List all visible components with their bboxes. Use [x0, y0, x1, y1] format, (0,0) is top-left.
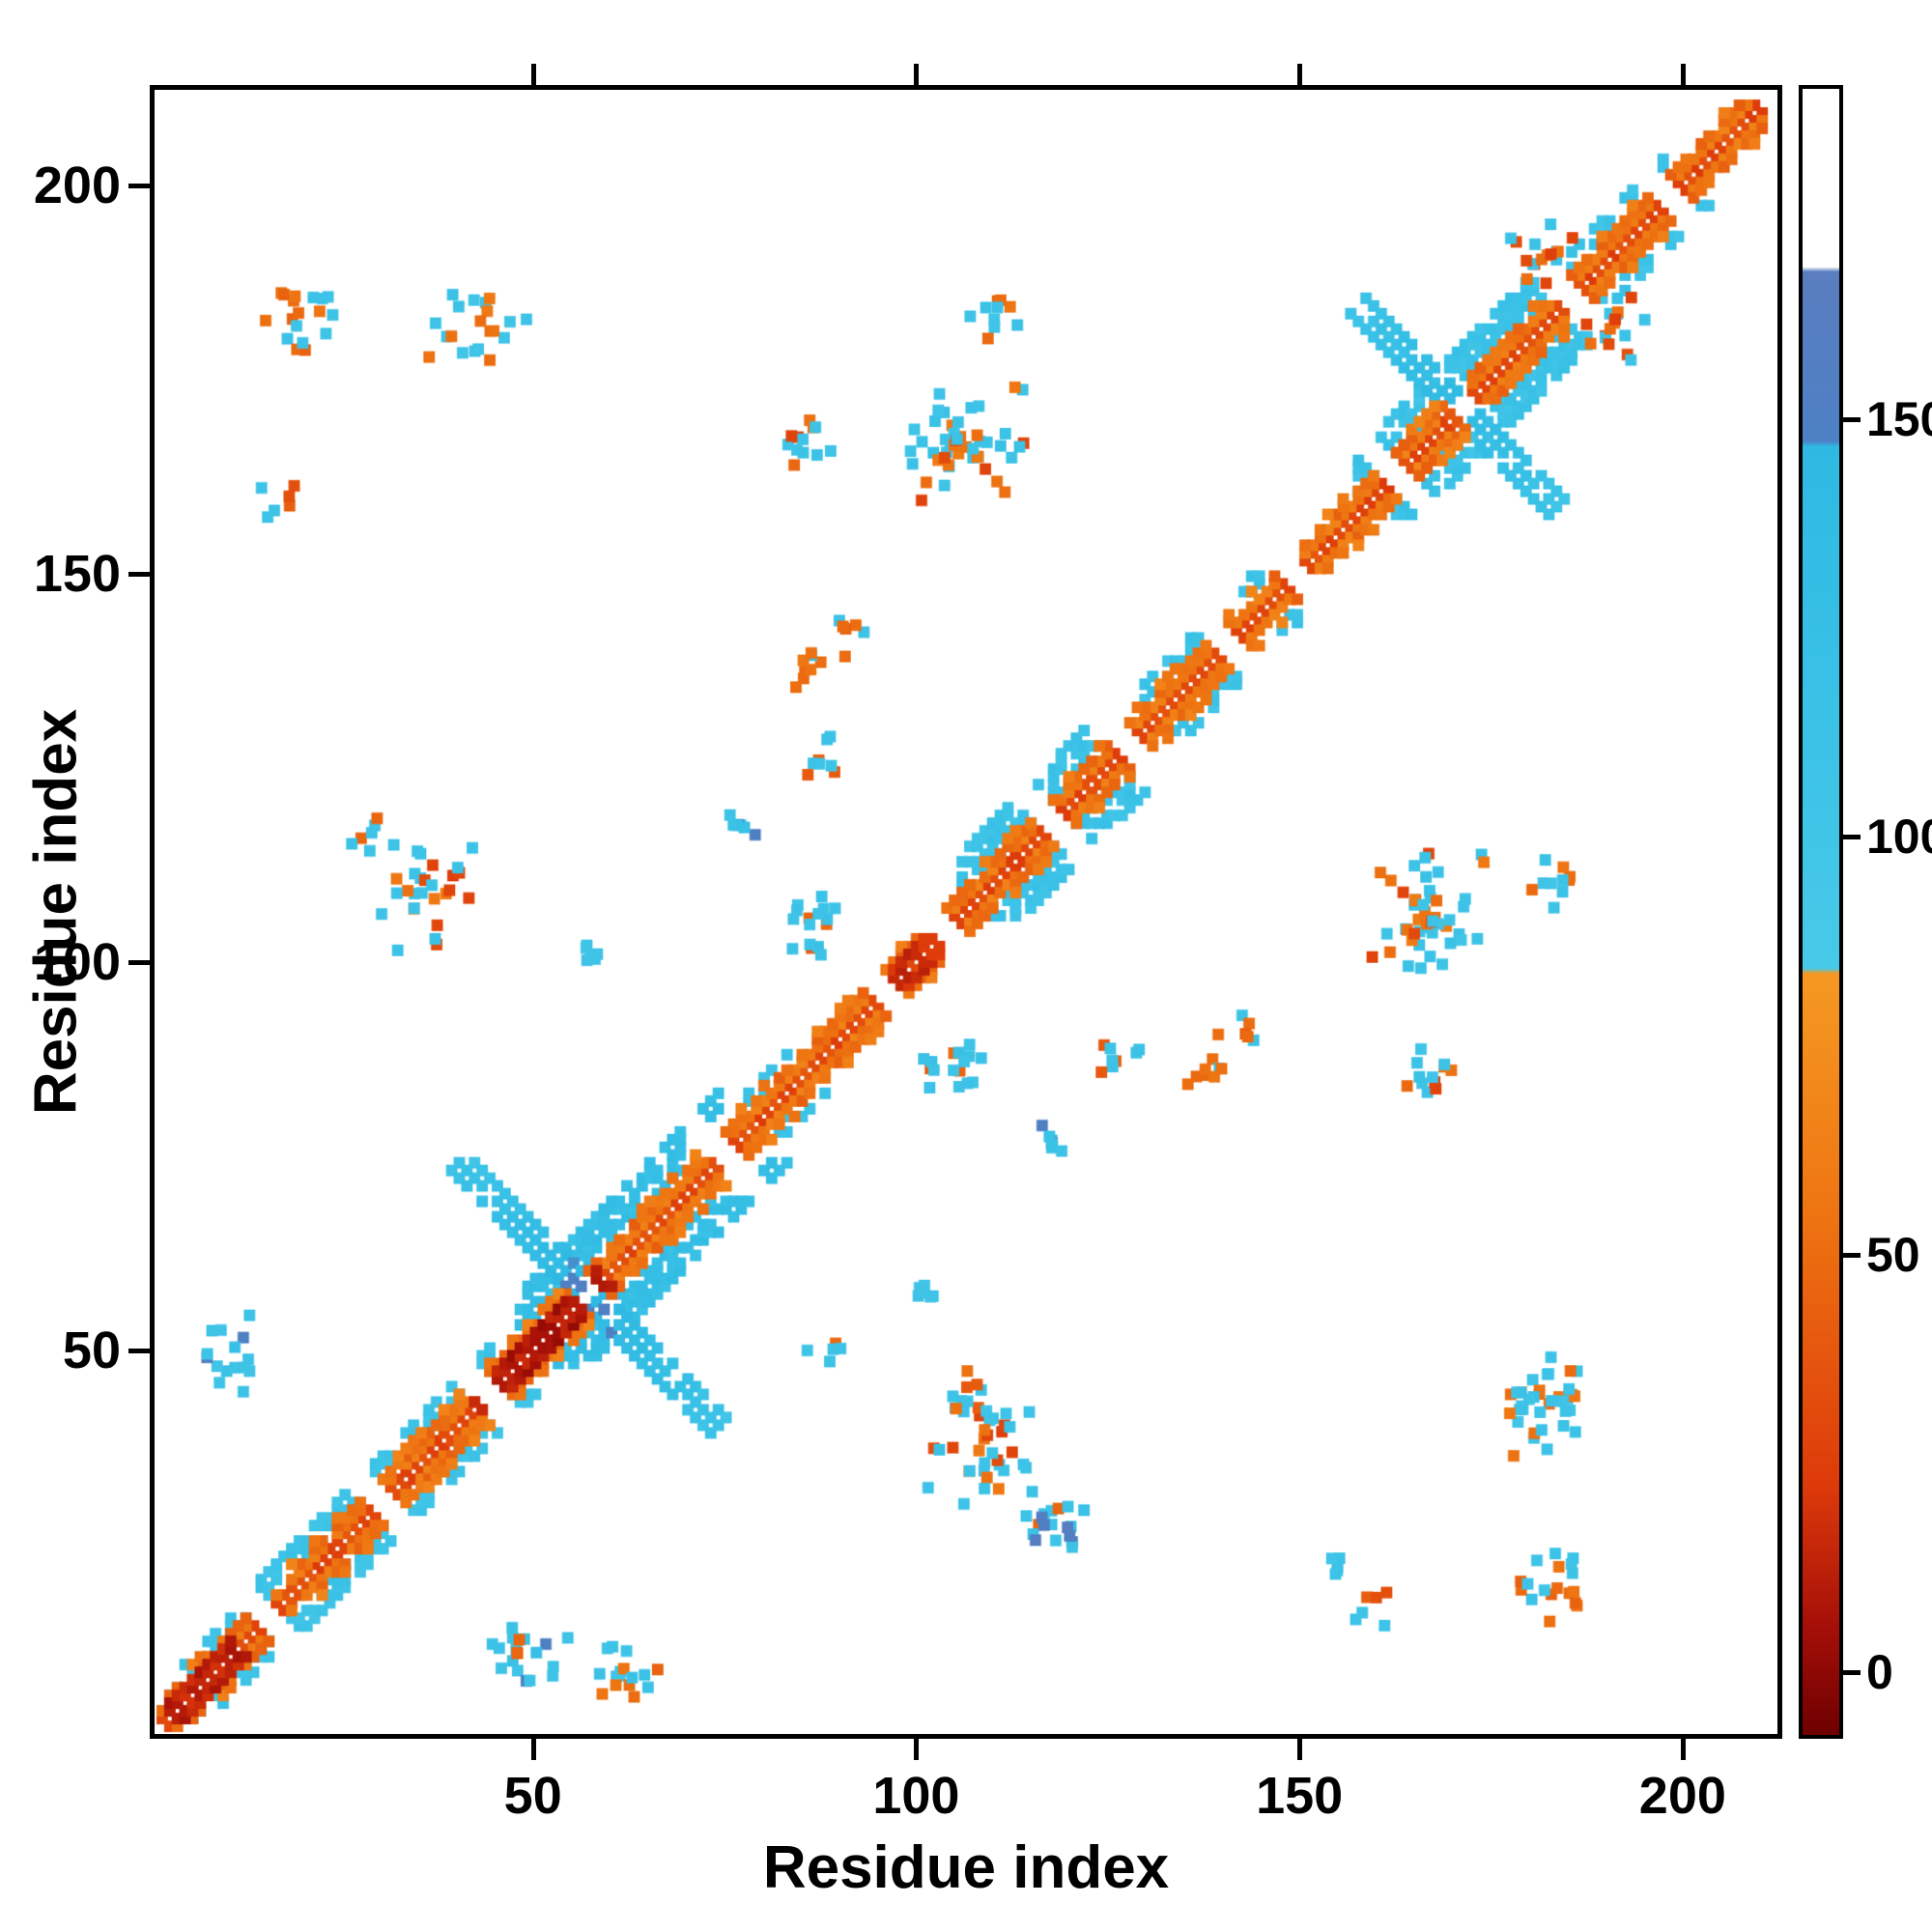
colorbar-tick-label: 150	[1866, 391, 1932, 446]
x-tick-mark-top	[1297, 64, 1303, 85]
colorbar-tick-mark	[1843, 1669, 1861, 1675]
x-tick-label: 200	[1638, 1767, 1726, 1825]
y-tick-mark	[128, 572, 150, 578]
colorbar-tick-mark	[1843, 416, 1861, 422]
x-axis-label: Residue index	[762, 1834, 1170, 1901]
plot-area	[150, 85, 1782, 1739]
y-axis-label: Residue index	[22, 708, 90, 1116]
contact-map-canvas	[155, 90, 1777, 1734]
x-tick-mark-top	[530, 64, 536, 85]
x-tick-mark	[530, 1739, 536, 1760]
x-tick-label: 100	[872, 1767, 960, 1825]
colorbar-tick-label: 100	[1866, 810, 1932, 865]
y-tick-mark	[128, 960, 150, 966]
y-tick-mark	[128, 184, 150, 189]
y-tick-label: 200	[33, 156, 121, 215]
colorbar	[1799, 85, 1843, 1739]
colorbar-tick-label: 0	[1866, 1644, 1893, 1699]
y-tick-label: 150	[33, 545, 121, 604]
x-tick-label: 150	[1256, 1767, 1344, 1825]
colorbar-gradient	[1803, 89, 1839, 1735]
x-tick-mark	[1680, 1739, 1686, 1760]
x-tick-mark-top	[1680, 64, 1686, 85]
colorbar-tick-mark	[1843, 1252, 1861, 1258]
x-tick-mark	[1297, 1739, 1303, 1760]
x-tick-mark-top	[914, 64, 920, 85]
x-tick-label: 50	[503, 1767, 562, 1825]
colorbar-tick-label: 50	[1866, 1227, 1920, 1282]
y-tick-mark	[128, 1349, 150, 1354]
colorbar-tick-mark	[1843, 835, 1861, 840]
y-tick-label: 100	[33, 933, 121, 992]
x-tick-mark	[914, 1739, 920, 1760]
y-tick-label: 50	[62, 1321, 121, 1380]
